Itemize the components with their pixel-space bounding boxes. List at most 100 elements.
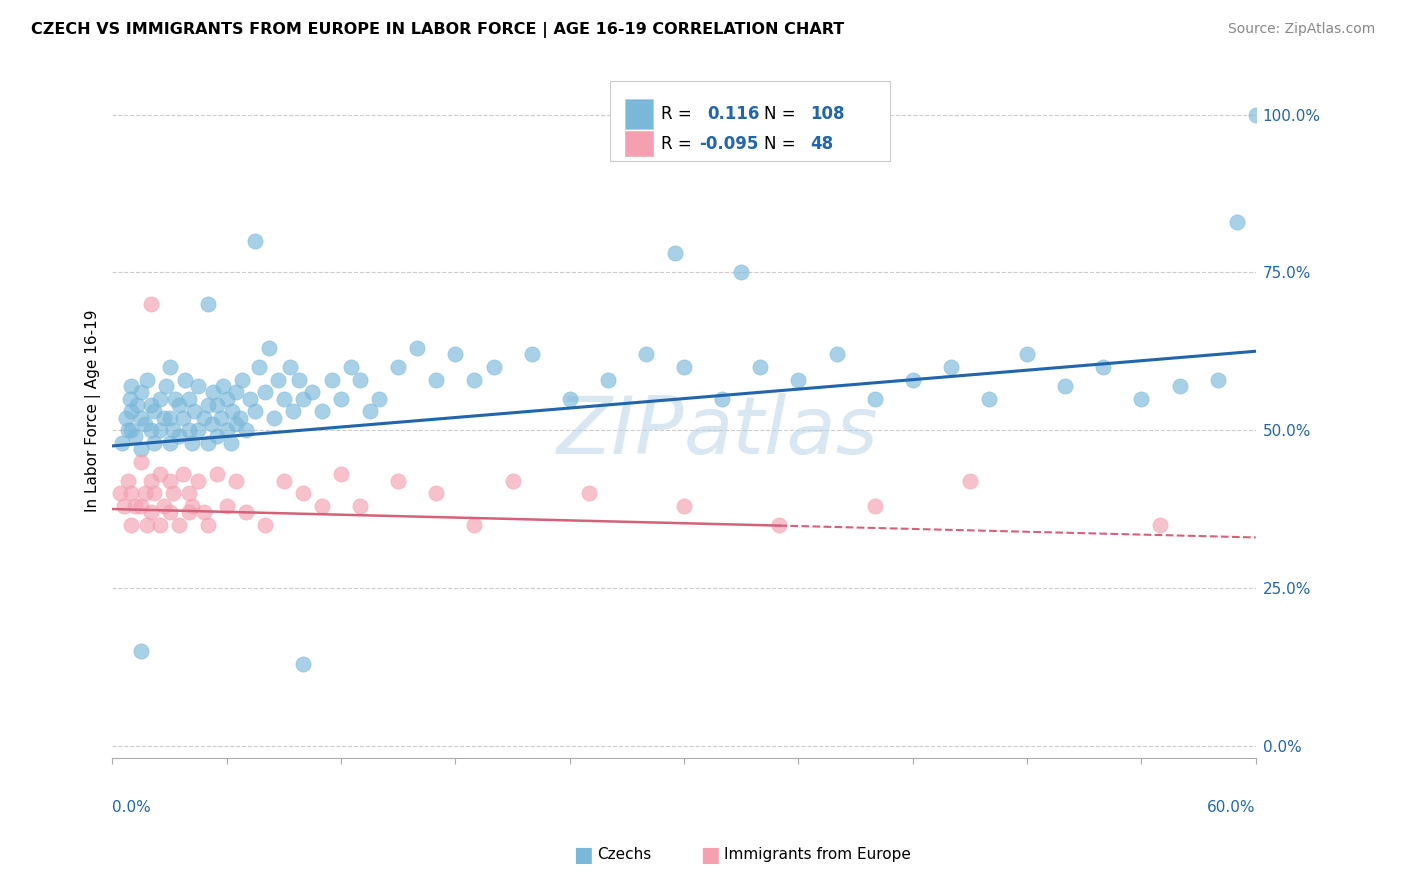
Point xyxy=(558,392,581,406)
Point xyxy=(321,373,343,387)
Point xyxy=(768,517,790,532)
Text: N =: N = xyxy=(763,135,796,153)
Point xyxy=(197,517,219,532)
Point xyxy=(187,379,209,393)
Point xyxy=(273,392,295,406)
FancyBboxPatch shape xyxy=(624,100,654,128)
Point xyxy=(121,404,143,418)
Point xyxy=(183,404,205,418)
Text: ZIP: ZIP xyxy=(557,393,685,471)
Point xyxy=(387,474,409,488)
Point xyxy=(108,486,131,500)
Point xyxy=(368,392,391,406)
Point xyxy=(219,435,242,450)
Point xyxy=(139,297,162,311)
Point xyxy=(1168,379,1191,393)
Point xyxy=(664,246,686,260)
Point xyxy=(129,385,152,400)
Point xyxy=(901,373,924,387)
Point xyxy=(143,486,166,500)
Point xyxy=(167,398,190,412)
Point xyxy=(263,410,285,425)
Point xyxy=(444,347,467,361)
Point xyxy=(177,486,200,500)
Point xyxy=(200,417,222,431)
Point xyxy=(1130,392,1153,406)
Text: N =: N = xyxy=(763,105,796,123)
Text: atlas: atlas xyxy=(685,393,879,471)
Text: 0.116: 0.116 xyxy=(707,105,759,123)
Point xyxy=(149,467,172,482)
Point xyxy=(153,410,176,425)
Point xyxy=(197,297,219,311)
Point xyxy=(673,499,696,513)
Point xyxy=(520,347,543,361)
Point xyxy=(215,392,238,406)
Point xyxy=(247,359,270,374)
Point xyxy=(278,359,301,374)
Point xyxy=(129,499,152,513)
Text: 0.0%: 0.0% xyxy=(112,800,152,815)
Point xyxy=(221,404,243,418)
Point xyxy=(406,341,429,355)
Point xyxy=(939,359,962,374)
Point xyxy=(135,373,157,387)
Point xyxy=(863,392,886,406)
Point xyxy=(673,359,696,374)
Point xyxy=(711,392,734,406)
Y-axis label: In Labor Force | Age 16-19: In Labor Force | Age 16-19 xyxy=(86,310,101,513)
Text: Source: ZipAtlas.com: Source: ZipAtlas.com xyxy=(1227,22,1375,37)
Text: Czechs: Czechs xyxy=(598,847,652,862)
Point xyxy=(283,404,305,418)
Point xyxy=(596,373,619,387)
Point xyxy=(143,435,166,450)
Text: CZECH VS IMMIGRANTS FROM EUROPE IN LABOR FORCE | AGE 16-19 CORRELATION CHART: CZECH VS IMMIGRANTS FROM EUROPE IN LABOR… xyxy=(31,22,844,38)
Point xyxy=(825,347,848,361)
Point xyxy=(114,410,136,425)
Point xyxy=(209,410,232,425)
Point xyxy=(121,486,143,500)
Point xyxy=(634,347,657,361)
Point xyxy=(111,435,134,450)
Point xyxy=(1206,373,1229,387)
Point xyxy=(159,474,181,488)
Point xyxy=(197,398,219,412)
Point xyxy=(257,341,280,355)
Point xyxy=(155,379,177,393)
Point xyxy=(149,517,172,532)
Point xyxy=(291,486,314,500)
Point xyxy=(121,423,143,437)
Point xyxy=(863,499,886,513)
Text: Immigrants from Europe: Immigrants from Europe xyxy=(724,847,911,862)
Text: R =: R = xyxy=(661,105,692,123)
Point xyxy=(181,499,204,513)
Point xyxy=(787,373,810,387)
Point xyxy=(339,359,361,374)
Point xyxy=(425,373,447,387)
Point xyxy=(229,410,252,425)
Point xyxy=(273,474,295,488)
Point xyxy=(301,385,323,400)
Point xyxy=(129,442,152,456)
Point xyxy=(149,392,172,406)
Point xyxy=(205,467,228,482)
Point xyxy=(730,265,752,279)
Point xyxy=(235,423,257,437)
Point xyxy=(235,505,257,519)
Point xyxy=(187,423,209,437)
Point xyxy=(118,392,141,406)
Point xyxy=(153,499,176,513)
Point xyxy=(173,373,195,387)
Point xyxy=(502,474,524,488)
FancyBboxPatch shape xyxy=(624,131,654,156)
Point xyxy=(139,505,162,519)
Point xyxy=(127,398,149,412)
Text: ■: ■ xyxy=(574,845,593,864)
Point xyxy=(349,373,371,387)
Point xyxy=(197,435,219,450)
Point xyxy=(129,455,152,469)
Point xyxy=(212,379,235,393)
Point xyxy=(139,423,162,437)
Point xyxy=(225,474,247,488)
Point xyxy=(159,410,181,425)
